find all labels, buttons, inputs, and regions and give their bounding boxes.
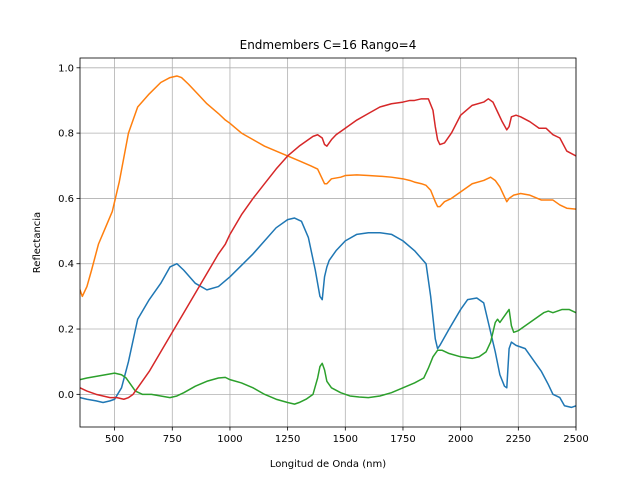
series-line-1 bbox=[80, 217, 576, 409]
y-tick-label: 1.0 bbox=[58, 63, 74, 74]
series-line-3 bbox=[80, 308, 576, 405]
x-tick-label: 1250 bbox=[275, 434, 300, 445]
x-tick-label: 750 bbox=[163, 434, 182, 445]
x-tick-label: 1750 bbox=[390, 434, 415, 445]
y-tick-label: 0.8 bbox=[58, 129, 74, 140]
series-line-2 bbox=[80, 75, 576, 298]
x-tick-label: 2000 bbox=[448, 434, 473, 445]
y-tick-label: 0.6 bbox=[58, 194, 74, 205]
series-group bbox=[80, 75, 576, 409]
x-tick-label: 1000 bbox=[217, 434, 242, 445]
y-axis-label: Reflectancia bbox=[32, 212, 43, 273]
y-axis-ticks: 0.0 0.2 0.4 0.6 0.8 1.0 bbox=[58, 63, 80, 401]
x-tick-label: 500 bbox=[105, 434, 124, 445]
chart-title: Endmembers C=16 Rango=4 bbox=[240, 38, 417, 52]
plot-frame bbox=[79, 57, 577, 428]
x-tick-label: 2250 bbox=[506, 434, 531, 445]
y-tick-label: 0.2 bbox=[58, 325, 74, 336]
y-tick-label: 0.0 bbox=[58, 390, 74, 401]
y-tick-label: 0.4 bbox=[58, 259, 74, 270]
x-axis-label: Longitud de Onda (nm) bbox=[270, 459, 386, 470]
x-axis-ticks: 500 750 1000 1250 1500 1750 2000 2250 2500 bbox=[105, 427, 589, 445]
x-tick-label: 2500 bbox=[563, 434, 588, 445]
series-line-4 bbox=[80, 98, 576, 400]
plot-area bbox=[80, 58, 576, 427]
x-tick-label: 1500 bbox=[333, 434, 358, 445]
